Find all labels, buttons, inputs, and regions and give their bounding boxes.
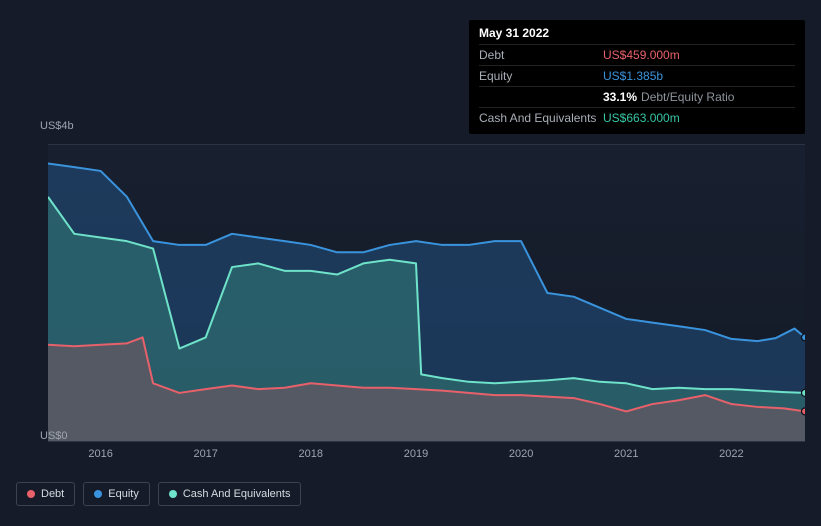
x-axis-label: 2021 bbox=[614, 448, 638, 460]
legend-dot-icon bbox=[169, 490, 177, 498]
tooltip-row: 33.1%Debt/Equity Ratio bbox=[479, 86, 795, 107]
legend-dot-icon bbox=[94, 490, 102, 498]
chart-container: US$4b US$0 2016 2017 2018 2019 2020 2021 2022 bbox=[16, 120, 805, 466]
legend-item-cash-and-equivalents[interactable]: Cash And Equivalents bbox=[158, 482, 302, 506]
legend-label: Debt bbox=[41, 488, 64, 500]
x-axis-label: 2020 bbox=[509, 448, 533, 460]
x-axis-label: 2016 bbox=[88, 448, 112, 460]
tooltip-row: DebtUS$459.000m bbox=[479, 44, 795, 65]
tooltip-value: US$1.385b bbox=[603, 68, 663, 84]
x-axis-labels: 2016 2017 2018 2019 2020 2021 2022 bbox=[48, 448, 805, 466]
tooltip-label: Equity bbox=[479, 68, 603, 84]
x-axis-label: 2019 bbox=[404, 448, 428, 460]
tooltip-value: US$459.000m bbox=[603, 47, 680, 63]
y-axis-top-label: US$4b bbox=[40, 120, 74, 132]
legend-label: Cash And Equivalents bbox=[183, 488, 291, 500]
hover-tooltip: May 31 2022 DebtUS$459.000mEquityUS$1.38… bbox=[469, 20, 805, 134]
end-marker-cash-and-equivalents bbox=[802, 389, 806, 396]
x-axis-label: 2017 bbox=[193, 448, 217, 460]
tooltip-label: Debt bbox=[479, 47, 603, 63]
end-marker-debt bbox=[802, 408, 806, 415]
x-axis-label: 2018 bbox=[299, 448, 323, 460]
x-axis-label: 2022 bbox=[719, 448, 743, 460]
chart-legend: Debt Equity Cash And Equivalents bbox=[16, 482, 301, 506]
legend-dot-icon bbox=[27, 490, 35, 498]
tooltip-row: EquityUS$1.385b bbox=[479, 65, 795, 86]
tooltip-label: 33.1%Debt/Equity Ratio bbox=[479, 89, 734, 105]
end-marker-equity bbox=[802, 334, 806, 341]
legend-item-equity[interactable]: Equity bbox=[83, 482, 150, 506]
legend-label: Equity bbox=[108, 488, 139, 500]
legend-item-debt[interactable]: Debt bbox=[16, 482, 75, 506]
tooltip-date: May 31 2022 bbox=[479, 26, 795, 44]
tooltip-value: 33.1%Debt/Equity Ratio bbox=[603, 90, 734, 104]
chart-plot-area[interactable] bbox=[48, 144, 805, 442]
chart-svg bbox=[48, 145, 805, 441]
y-axis-bottom-label: US$0 bbox=[40, 430, 68, 442]
